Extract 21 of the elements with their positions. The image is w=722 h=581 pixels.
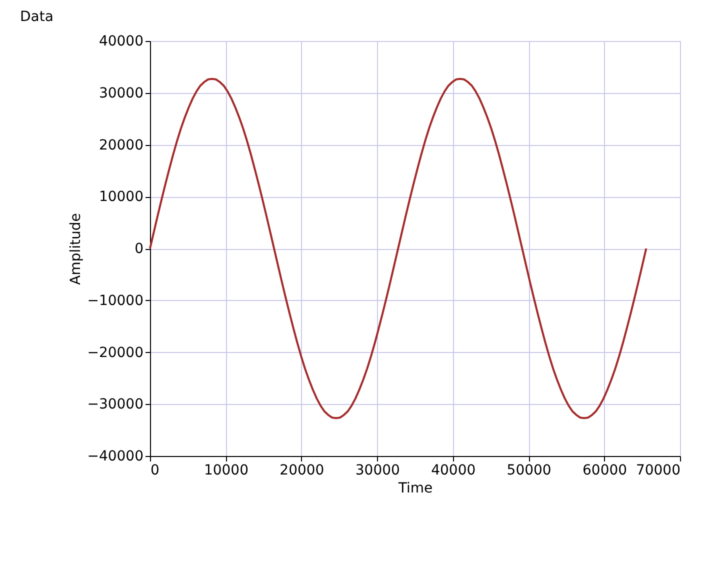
- x-tick-label: 60000: [582, 462, 628, 478]
- x-tick-label: 0: [150, 462, 160, 478]
- y-tick-label: 40000: [98, 34, 144, 50]
- y-tick-label: −40000: [87, 448, 144, 464]
- x-axis-title: Time: [397, 480, 433, 496]
- x-tick-label: 50000: [506, 462, 552, 478]
- y-tick-label: 0: [134, 241, 144, 257]
- y-tick-label: −10000: [87, 292, 144, 309]
- y-axis-title: Amplitude: [68, 213, 84, 285]
- x-tick-label: 70000: [636, 462, 680, 478]
- x-tick-label: 30000: [355, 462, 400, 478]
- x-tick-label: 20000: [280, 462, 324, 478]
- line-series: [149, 78, 648, 420]
- x-tick-label: 40000: [431, 462, 476, 478]
- y-tick-label: −20000: [87, 344, 144, 361]
- text: Data: [20, 9, 54, 25]
- y-tick-label: 10000: [98, 189, 144, 206]
- x-tick-label: 10000: [204, 462, 248, 478]
- y-tick-label: 20000: [98, 137, 144, 154]
- y-tick-label: 30000: [98, 85, 144, 102]
- y-tick-label: −30000: [87, 396, 144, 413]
